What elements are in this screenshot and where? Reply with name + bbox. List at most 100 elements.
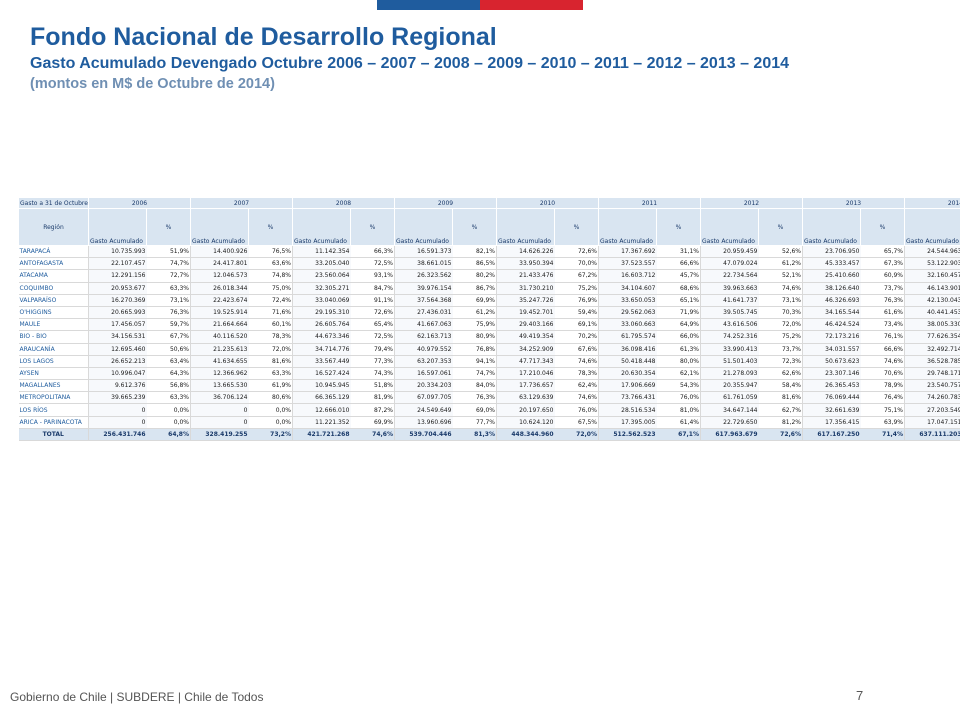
amount-cell: 33.650.053 [598, 294, 657, 307]
amount-header: Gasto Acumulado [88, 208, 147, 246]
pct-cell: 76,0% [656, 391, 701, 405]
amount-cell: 74.252.316 [700, 330, 759, 344]
table-row: ARAUCANÍA 12.695.460 50,6% 21.235.613 72,0% 3… [18, 343, 960, 356]
amount-cell: 50.418.448 [598, 355, 657, 368]
total-pct-cell: 67,1% [656, 428, 701, 442]
amount-cell: 74.260.783 [904, 391, 960, 405]
amount-cell: 12.046.573 [190, 269, 249, 283]
pct-cell: 67,3% [860, 257, 905, 271]
amount-cell: 26.323.562 [394, 269, 453, 283]
total-amount-cell: 637.111.203 [904, 428, 960, 442]
amount-cell: 76.069.444 [802, 391, 861, 405]
pct-cell: 94,1% [452, 355, 497, 368]
pct-cell: 78,3% [554, 367, 599, 381]
pct-cell: 80,6% [248, 391, 293, 405]
table-row: ANTOFAGASTA 22.107.457 74,7% 24.417.801 63,6… [18, 257, 960, 271]
pct-cell: 50,6% [146, 343, 191, 356]
amount-cell: 12.366.962 [190, 367, 249, 381]
amount-header: Gasto Acumulado [700, 208, 759, 246]
pct-cell: 72,0% [758, 318, 803, 332]
pct-cell: 84,0% [452, 379, 497, 393]
amount-cell: 0 [190, 416, 249, 429]
amount-cell: 62.163.713 [394, 330, 453, 344]
amount-cell: 66.365.129 [292, 391, 351, 405]
region-cell: ATACAMA [18, 269, 89, 283]
pct-cell: 66,3% [350, 245, 395, 259]
amount-cell: 13.960.696 [394, 416, 453, 429]
pct-cell: 84,7% [350, 282, 395, 295]
pct-cell: 61,2% [452, 306, 497, 320]
amount-cell: 24.417.801 [190, 257, 249, 271]
amount-cell: 10.945.945 [292, 379, 351, 393]
amount-header: Gasto Acumulado [394, 208, 453, 246]
amount-cell: 32.492.714 [904, 343, 960, 356]
expenditure-table: Gasto a 31 de Octubre 2006 2007 2008 2009 201… [18, 197, 960, 442]
pct-cell: 79,4% [350, 343, 395, 356]
pct-cell: 63,3% [248, 367, 293, 381]
region-cell: MAGALLANES [18, 379, 89, 393]
amount-cell: 51.501.403 [700, 355, 759, 368]
pct-header: % [146, 208, 191, 246]
pct-cell: 60,1% [248, 318, 293, 332]
pct-cell: 93,1% [350, 269, 395, 283]
amount-cell: 17.906.669 [598, 379, 657, 393]
amount-cell: 37.523.557 [598, 257, 657, 271]
amount-cell: 23.560.064 [292, 269, 351, 283]
pct-cell: 78,3% [248, 330, 293, 344]
year-header: 2012 [700, 197, 803, 209]
amount-cell: 29.403.166 [496, 318, 555, 332]
table-row: ARICA - PARINACOTA 0 0,0% 0 0,0% 11.221.352 69… [18, 416, 960, 429]
table-row: TARAPACÁ 10.735.993 51,9% 14.400.926 76,5% 11… [18, 245, 960, 259]
total-label: TOTAL [18, 428, 89, 442]
amount-header: Gasto Acumulado [802, 208, 861, 246]
amount-cell: 20.953.677 [88, 282, 147, 295]
pct-cell: 73,7% [758, 343, 803, 356]
total-pct-cell: 72,6% [758, 428, 803, 442]
amount-cell: 10.996.047 [88, 367, 147, 381]
total-pct-cell: 64,8% [146, 428, 191, 442]
table-row: MAGALLANES 9.612.376 56,8% 13.665.530 61,9% 1… [18, 379, 960, 393]
amount-cell: 27.436.031 [394, 306, 453, 320]
amount-cell: 0 [88, 416, 147, 429]
year-header: 2010 [496, 197, 599, 209]
pct-cell: 51,8% [350, 379, 395, 393]
amount-cell: 16.597.061 [394, 367, 453, 381]
amount-cell: 33.567.449 [292, 355, 351, 368]
amount-cell: 73.766.431 [598, 391, 657, 405]
pct-cell: 65,4% [350, 318, 395, 332]
pct-cell: 76,3% [146, 306, 191, 320]
pct-cell: 0,0% [146, 416, 191, 429]
pct-cell: 76,4% [860, 391, 905, 405]
amount-cell: 17.356.415 [802, 416, 861, 429]
table-row: COQUIMBO 20.953.677 63,3% 26.018.344 75,0% 32… [18, 282, 960, 295]
amount-cell: 33.205.040 [292, 257, 351, 271]
total-amount-cell: 328.419.255 [190, 428, 249, 442]
pct-cell: 69,9% [452, 294, 497, 307]
amount-cell: 23.307.146 [802, 367, 861, 381]
amount-cell: 29.562.063 [598, 306, 657, 320]
title-block: Fondo Nacional de Desarrollo Regional Ga… [30, 22, 930, 93]
amount-cell: 46.326.693 [802, 294, 861, 307]
amount-cell: 12.695.460 [88, 343, 147, 356]
total-amount-cell: 512.562.523 [598, 428, 657, 442]
page-title: Fondo Nacional de Desarrollo Regional [30, 23, 497, 51]
amount-cell: 61.761.059 [700, 391, 759, 405]
amount-cell: 23.706.950 [802, 245, 861, 259]
pct-cell: 74,3% [350, 367, 395, 381]
flag-stripe-red [480, 0, 583, 10]
amount-cell: 26.018.344 [190, 282, 249, 295]
amount-cell: 36.706.124 [190, 391, 249, 405]
amount-cell: 22.734.564 [700, 269, 759, 283]
region-cell: AYSEN [18, 367, 89, 381]
amount-cell: 34.647.144 [700, 403, 759, 417]
amount-cell: 43.616.506 [700, 318, 759, 332]
pct-cell: 80,9% [452, 330, 497, 344]
amount-cell: 0 [88, 403, 147, 417]
amount-cell: 50.673.623 [802, 355, 861, 368]
pct-cell: 74,7% [452, 367, 497, 381]
total-amount-cell: 539.704.446 [394, 428, 453, 442]
amount-cell: 24.549.649 [394, 403, 453, 417]
year-header: 2009 [394, 197, 497, 209]
amount-cell: 41.641.737 [700, 294, 759, 307]
amount-cell: 29.748.171 [904, 367, 960, 381]
